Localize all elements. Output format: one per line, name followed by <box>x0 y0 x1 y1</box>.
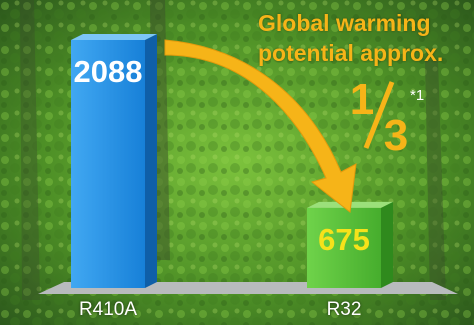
bar-r410a: 2088 <box>71 34 157 288</box>
data-label-r32: 675 <box>318 222 370 257</box>
reduction-arrow <box>164 39 357 213</box>
category-label-r32: R32 <box>326 299 362 320</box>
headline-line1: Global warming <box>258 10 431 36</box>
bar-side-r410a <box>145 34 157 288</box>
category-label-r410a: R410A <box>78 299 138 320</box>
one-third-fraction: 1 3 *1 <box>350 76 424 156</box>
bar-front-r32 <box>307 207 381 288</box>
bar-side-r32 <box>381 201 393 288</box>
data-label-r410a: 2088 <box>74 54 143 89</box>
footnote-marker: *1 <box>410 87 424 104</box>
fraction-slash <box>363 81 395 149</box>
bar-top-r410a <box>71 34 157 40</box>
gwp-headline: Global warming potential approx. <box>258 8 474 68</box>
headline-line2: potential approx. <box>258 40 444 66</box>
fraction-numerator: 1 <box>350 76 374 124</box>
bar-r32: 675 <box>307 201 393 288</box>
fraction-denominator: 3 <box>384 111 408 156</box>
bar-front-r410a <box>71 40 145 288</box>
